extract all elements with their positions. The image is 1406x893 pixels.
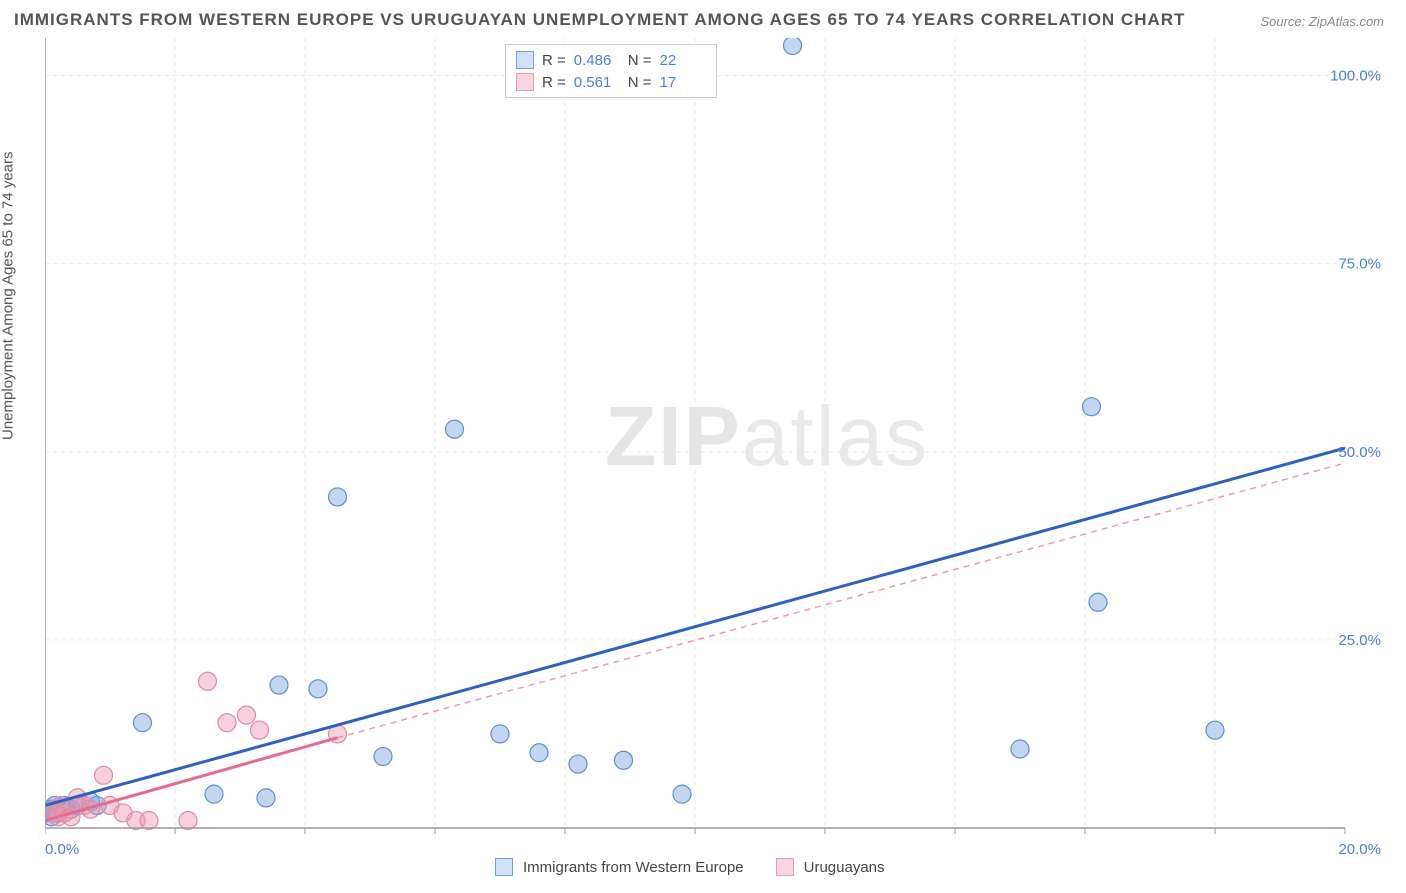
data-point	[673, 785, 691, 803]
legend-row: R = 0.561 N = 17	[516, 71, 706, 93]
data-point	[218, 714, 236, 732]
data-point	[329, 488, 347, 506]
legend-r-value: 0.561	[574, 74, 620, 91]
legend-top: R = 0.486 N = 22 R = 0.561 N = 17	[505, 44, 717, 98]
legend-r-value: 0.486	[574, 52, 620, 69]
legend-n-label: N =	[628, 52, 652, 69]
data-point	[238, 706, 256, 724]
data-point	[784, 38, 802, 55]
y-tick-label: 50.0%	[1338, 444, 1381, 461]
legend-row: R = 0.486 N = 22	[516, 49, 706, 71]
source-text: Source: ZipAtlas.com	[1260, 14, 1384, 29]
data-point	[179, 811, 197, 829]
legend-swatch	[495, 858, 513, 876]
data-point	[140, 811, 158, 829]
y-tick-label: 100.0%	[1330, 68, 1381, 85]
data-point	[1206, 721, 1224, 739]
legend-series-label: Immigrants from Western Europe	[523, 859, 744, 876]
data-point	[569, 755, 587, 773]
data-point	[615, 751, 633, 769]
legend-series-label: Uruguayans	[804, 859, 885, 876]
data-point	[1011, 740, 1029, 758]
x-tick-label: 0.0%	[45, 841, 79, 858]
data-point	[374, 748, 392, 766]
trend-line	[45, 738, 338, 821]
data-point	[95, 766, 113, 784]
data-point	[1089, 593, 1107, 611]
legend-r-label: R =	[542, 74, 566, 91]
legend-n-value: 22	[660, 52, 706, 69]
data-point	[199, 672, 217, 690]
legend-bottom: Immigrants from Western Europe Uruguayans	[495, 858, 907, 876]
page-title: IMMIGRANTS FROM WESTERN EUROPE VS URUGUA…	[14, 10, 1185, 30]
data-point	[257, 789, 275, 807]
legend-n-value: 17	[660, 74, 706, 91]
data-point	[251, 721, 269, 739]
data-point	[446, 420, 464, 438]
legend-n-label: N =	[628, 74, 652, 91]
x-tick-label: 20.0%	[1338, 841, 1381, 858]
y-tick-label: 25.0%	[1338, 632, 1381, 649]
legend-swatch	[776, 858, 794, 876]
data-point	[1083, 398, 1101, 416]
chart-svg: 25.0% 50.0% 75.0% 100.0% 0.0% 20.0%	[45, 38, 1385, 888]
data-point	[205, 785, 223, 803]
correlation-chart: 25.0%50.0%75.0%100.0%0.0%20.0% ZIPatlas …	[45, 38, 1385, 848]
legend-r-label: R =	[542, 52, 566, 69]
data-point	[134, 714, 152, 732]
y-axis-label: Unemployment Among Ages 65 to 74 years	[0, 151, 17, 440]
data-point	[530, 744, 548, 762]
legend-swatch	[516, 73, 534, 91]
y-tick-label: 75.0%	[1338, 256, 1381, 273]
data-point	[270, 676, 288, 694]
data-point	[491, 725, 509, 743]
data-point	[309, 680, 327, 698]
legend-swatch	[516, 51, 534, 69]
